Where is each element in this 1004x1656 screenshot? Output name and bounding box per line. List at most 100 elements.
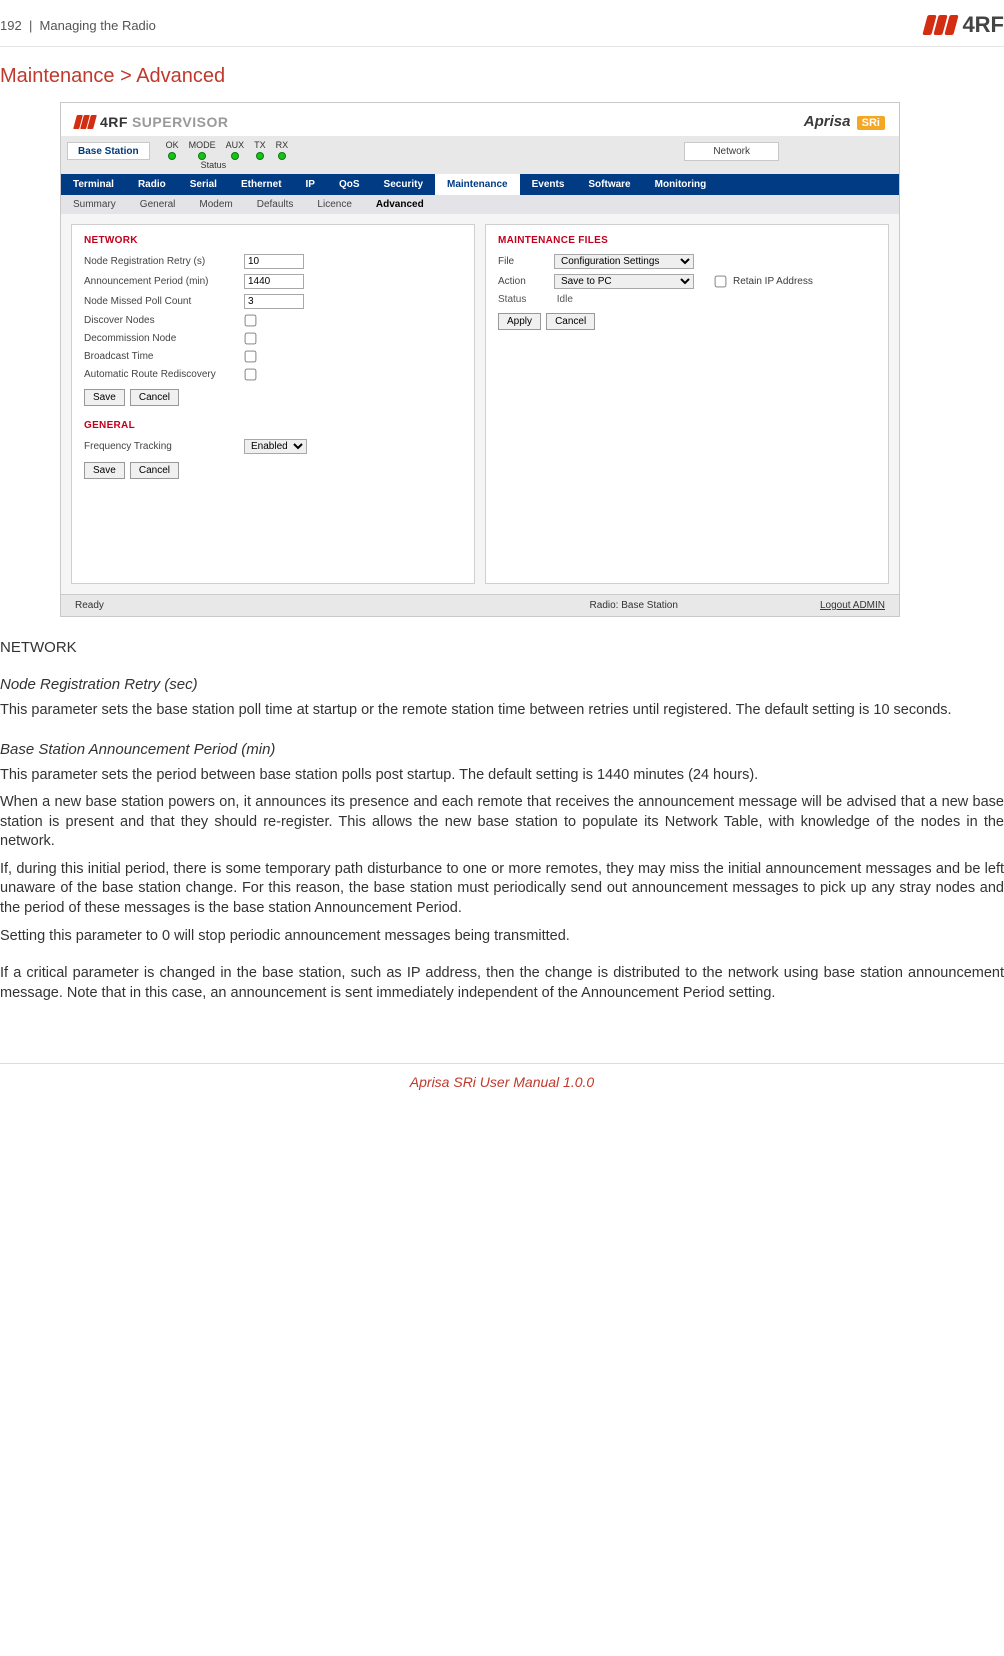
discover-label: Discover Nodes [84, 315, 244, 326]
maint-apply-button[interactable]: Apply [498, 313, 541, 330]
brand-logo: 4RF [925, 12, 1004, 38]
panels: NETWORK Node Registration Retry (s) Anno… [61, 214, 899, 594]
maint-status-label: Status [498, 294, 554, 305]
menu-software[interactable]: Software [576, 174, 642, 195]
broadcast-label: Broadcast Time [84, 351, 244, 362]
led-label-rx: RX [276, 140, 289, 150]
missed-poll-label: Node Missed Poll Count [84, 296, 244, 307]
menu-events[interactable]: Events [520, 174, 577, 195]
breadcrumb: Managing the Radio [40, 18, 156, 33]
doc-p-announce-2: When a new base station powers on, it an… [0, 793, 1004, 852]
page-number: 192 [0, 18, 22, 33]
sub-menu: Summary General Modem Defaults Licence A… [61, 195, 899, 214]
aprisa-badge: SRi [857, 116, 885, 130]
announce-label: Announcement Period (min) [84, 276, 244, 287]
menu-terminal[interactable]: Terminal [61, 174, 126, 195]
menu-ip[interactable]: IP [294, 174, 327, 195]
action-label: Action [498, 276, 554, 287]
led-label-aux: AUX [226, 140, 245, 150]
submenu-licence[interactable]: Licence [305, 195, 363, 214]
discover-checkbox[interactable] [245, 315, 257, 327]
base-station-label[interactable]: Base Station [67, 142, 150, 160]
doc-p-announce-5: If a critical parameter is changed in th… [0, 964, 1004, 1003]
brand-text: 4RF [962, 12, 1004, 38]
doc-p-announce-4: Setting this parameter to 0 will stop pe… [0, 927, 1004, 947]
menu-security[interactable]: Security [372, 174, 435, 195]
maintenance-files-panel: MAINTENANCE FILES File Configuration Set… [485, 224, 889, 584]
app-frame: 4RF SUPERVISOR Aprisa SRi Base Station O… [60, 102, 900, 617]
led-block: OK MODE AUX TX RX Status [156, 140, 289, 170]
network-cancel-button[interactable]: Cancel [130, 389, 179, 406]
network-button[interactable]: Network [684, 142, 779, 161]
app-logo-brand: 4RF [100, 114, 128, 130]
led-label-ok: OK [166, 140, 179, 150]
action-select[interactable]: Save to PC [554, 274, 694, 289]
led-mode-icon [198, 152, 206, 160]
retain-ip-label: Retain IP Address [733, 276, 813, 287]
app-logo: 4RF SUPERVISOR [75, 114, 229, 130]
freq-track-label: Frequency Tracking [84, 441, 244, 452]
node-reg-label: Node Registration Retry (s) [84, 256, 244, 267]
doc-heading-node-reg: Node Registration Retry (sec) [0, 676, 1004, 693]
network-save-button[interactable]: Save [84, 389, 125, 406]
doc-heading-network: NETWORK [0, 639, 1004, 656]
doc-p-announce-1: This parameter sets the period between b… [0, 766, 1004, 786]
menu-serial[interactable]: Serial [178, 174, 229, 195]
submenu-advanced[interactable]: Advanced [364, 195, 436, 214]
submenu-summary[interactable]: Summary [61, 195, 128, 214]
broadcast-checkbox[interactable] [245, 351, 257, 363]
footer-ready: Ready [75, 600, 447, 611]
app-topbar: 4RF SUPERVISOR Aprisa SRi [61, 103, 899, 136]
menu-monitoring[interactable]: Monitoring [643, 174, 719, 195]
node-reg-input[interactable] [244, 254, 304, 269]
app-footer: Ready Radio: Base Station Logout ADMIN [61, 594, 899, 616]
page-footer: Aprisa SRi User Manual 1.0.0 [0, 1063, 1004, 1110]
decommission-checkbox[interactable] [245, 333, 257, 345]
led-label-tx: TX [254, 140, 266, 150]
submenu-modem[interactable]: Modem [187, 195, 244, 214]
doc-p-node-reg: This parameter sets the base station pol… [0, 701, 1004, 721]
submenu-defaults[interactable]: Defaults [245, 195, 306, 214]
aprisa-logo: Aprisa SRi [804, 113, 885, 130]
logout-link[interactable]: Logout ADMIN [820, 600, 885, 611]
aprisa-label: Aprisa [804, 113, 851, 130]
maint-panel-title: MAINTENANCE FILES [498, 235, 876, 246]
menu-maintenance[interactable]: Maintenance [435, 174, 520, 195]
footer-radio: Radio: Base Station [447, 600, 819, 611]
status-caption: Status [201, 160, 289, 170]
auto-route-checkbox[interactable] [245, 369, 257, 381]
led-aux-icon [231, 152, 239, 160]
menu-qos[interactable]: QoS [327, 174, 372, 195]
general-cancel-button[interactable]: Cancel [130, 462, 179, 479]
menu-ethernet[interactable]: Ethernet [229, 174, 294, 195]
decommission-label: Decommission Node [84, 333, 244, 344]
page-header: 192 | Managing the Radio 4RF [0, 0, 1004, 47]
led-ok-icon [168, 152, 176, 160]
led-label-mode: MODE [189, 140, 216, 150]
general-save-button[interactable]: Save [84, 462, 125, 479]
brand-blades-icon [925, 15, 958, 35]
file-select[interactable]: Configuration Settings [554, 254, 694, 269]
maint-cancel-button[interactable]: Cancel [546, 313, 595, 330]
auto-route-label: Automatic Route Rediscovery [84, 369, 244, 380]
freq-track-select[interactable]: Enabled [244, 439, 307, 454]
doc-heading-announce: Base Station Announcement Period (min) [0, 741, 1004, 758]
doc-p-announce-3: If, during this initial period, there is… [0, 860, 1004, 919]
status-row: Base Station OK MODE AUX TX RX Status Ne… [61, 136, 899, 174]
announce-input[interactable] [244, 274, 304, 289]
app-logo-product: SUPERVISOR [132, 114, 229, 130]
retain-ip-checkbox[interactable] [715, 276, 727, 288]
menu-radio[interactable]: Radio [126, 174, 178, 195]
page-title: Maintenance > Advanced [0, 65, 1004, 88]
network-panel: NETWORK Node Registration Retry (s) Anno… [71, 224, 475, 584]
maint-status-value: Idle [557, 294, 573, 305]
general-panel-title: GENERAL [84, 420, 462, 431]
submenu-general[interactable]: General [128, 195, 188, 214]
led-tx-icon [256, 152, 264, 160]
missed-poll-input[interactable] [244, 294, 304, 309]
breadcrumb-sep: | [25, 18, 39, 33]
network-panel-title: NETWORK [84, 235, 462, 246]
page-header-left: 192 | Managing the Radio [0, 18, 156, 33]
main-menu: Terminal Radio Serial Ethernet IP QoS Se… [61, 174, 899, 195]
led-rx-icon [278, 152, 286, 160]
